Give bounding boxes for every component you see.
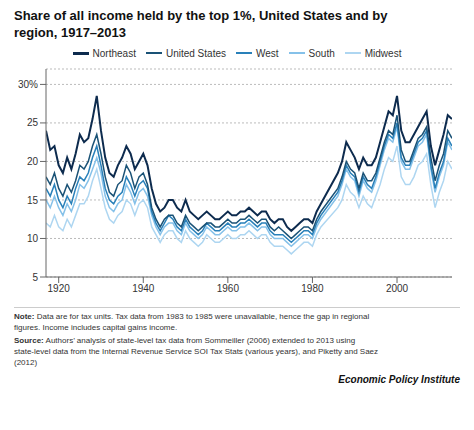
svg-text:1920: 1920 [48,283,71,294]
html-text:Northeast: Northeast [92,47,136,59]
svg-text:2000: 2000 [386,283,409,294]
svg-text:25: 25 [27,117,39,128]
svg-text:1940: 1940 [132,283,155,294]
svg-text:1980: 1980 [301,283,324,294]
html-text:Midwest: Midwest [364,47,402,59]
html-text:Note: Data are for tax units.: Note: Data are for tax units. Tax data f… [14,311,370,332]
svg-text:30%: 30% [18,79,38,90]
html-text:West: West [256,47,279,59]
svg-text:20: 20 [27,156,39,167]
svg-text:10: 10 [27,233,39,244]
html-text:Source: Authors’ analysis of s: Source: Authors’ analysis of state-level… [14,336,378,367]
html-text:United States: United States [165,47,226,59]
html-text:South: South [308,47,335,59]
svg-text:1960: 1960 [217,283,240,294]
html-text:Share of all income held by th: Share of all income held by the top 1%, … [14,8,388,40]
html-text:Economic Policy Institute: Economic Policy Institute [338,373,460,385]
svg-text:15: 15 [27,194,39,205]
svg-text:5: 5 [32,271,38,282]
